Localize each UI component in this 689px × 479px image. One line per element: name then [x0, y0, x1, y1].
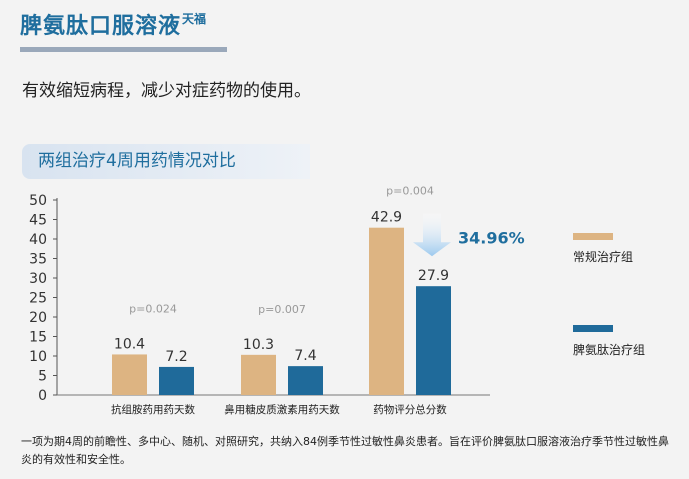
bar	[369, 227, 404, 395]
bar-value-label: 42.9	[371, 210, 402, 226]
bar	[416, 286, 451, 395]
p-value-label: p=0.004	[386, 185, 434, 198]
y-tick-label: 20	[29, 310, 47, 326]
decrease-arrow-icon	[413, 213, 451, 257]
x-category-label: 药物评分总分数	[373, 403, 447, 416]
product-title: 脾氨肽口服溶液	[20, 14, 182, 39]
section-header: 两组治疗4周用药情况对比	[22, 144, 310, 179]
legend-swatch-pidotimod	[573, 325, 613, 332]
lead-text: 有效缩短病程，减少对症药物的使用。	[22, 81, 311, 101]
brand-superscript: 天福	[182, 12, 207, 26]
x-category-label: 抗组胺药用药天数	[111, 403, 195, 416]
reduction-percentage: 34.96%	[458, 229, 525, 248]
y-tick-label: 10	[29, 349, 47, 365]
bar	[159, 366, 194, 395]
legend-label-pidotimod: 脾氨肽治疗组	[573, 343, 646, 357]
x-category-label: 鼻用糖皮质激素用药天数	[224, 403, 340, 416]
legend-swatch-conventional	[573, 233, 613, 240]
bar	[288, 366, 323, 395]
y-tick-label: 45	[29, 213, 47, 229]
bar-value-label: 27.9	[418, 268, 449, 284]
y-tick-label: 30	[29, 271, 47, 287]
bar-value-label: 10.3	[243, 337, 274, 353]
y-tick-label: 0	[38, 388, 47, 404]
y-tick-label: 25	[29, 291, 47, 307]
bar-value-label: 10.4	[114, 336, 145, 352]
bar-value-label: 7.2	[165, 349, 187, 365]
bar	[241, 354, 276, 395]
bar	[112, 354, 147, 395]
title-block: 脾氨肽口服溶液天福	[20, 8, 206, 40]
y-tick-label: 40	[29, 232, 47, 248]
legend-label-conventional: 常规治疗组	[573, 250, 634, 264]
p-value-label: p=0.007	[258, 303, 306, 316]
y-tick-label: 50	[29, 193, 47, 209]
y-tick-label: 15	[29, 330, 47, 346]
bar-value-label: 7.4	[294, 348, 316, 364]
title-underline	[20, 47, 227, 52]
p-value-label: p=0.024	[129, 302, 177, 315]
y-tick-label: 35	[29, 252, 47, 268]
y-tick-label: 5	[38, 369, 47, 385]
footnote: 一项为期4周的前瞻性、多中心、随机、对照研究，共纳入84例季节性过敏性鼻炎患者。…	[21, 435, 669, 466]
